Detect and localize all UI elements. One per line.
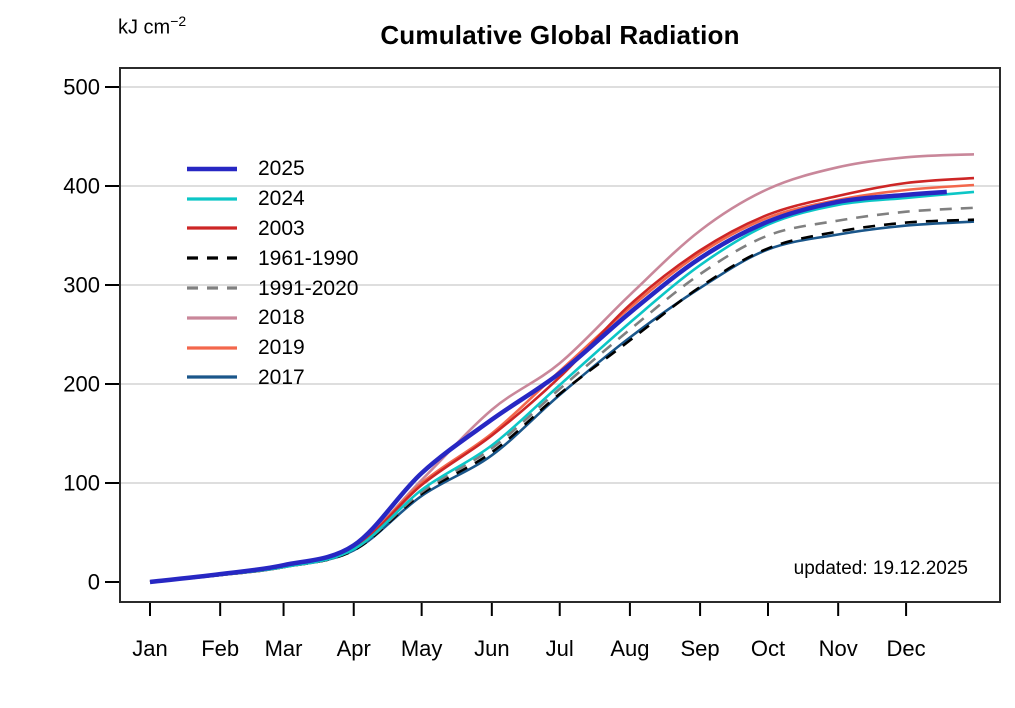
legend-item-1991-2020: 1991-2020 bbox=[186, 273, 358, 303]
legend-label: 2025 bbox=[258, 157, 305, 181]
legend: 2025 2024 2003 1961-1990 1991-2020 2018 2019 20… bbox=[186, 154, 358, 392]
y-tick-label: 500 bbox=[63, 75, 100, 100]
y-tick-label: 300 bbox=[63, 273, 100, 298]
legend-label: 2003 bbox=[258, 216, 305, 240]
legend-line-swatch bbox=[187, 375, 237, 380]
legend-item-2003: 2003 bbox=[186, 214, 358, 244]
legend-item-2017: 2017 bbox=[186, 363, 358, 393]
legend-line-swatch bbox=[187, 197, 237, 201]
series-line-1961-1990 bbox=[149, 218, 975, 584]
legend-item-2025: 2025 bbox=[186, 154, 358, 184]
series-line-2025 bbox=[149, 189, 947, 585]
series-line-1991-2020 bbox=[149, 206, 975, 584]
legend-line-swatch bbox=[187, 346, 237, 350]
x-tick-label: Dec bbox=[887, 636, 926, 661]
x-tick-label: Feb bbox=[201, 636, 239, 661]
legend-item-2018: 2018 bbox=[186, 303, 358, 333]
y-tick-label: 200 bbox=[63, 372, 100, 397]
y-tick-label: 400 bbox=[63, 174, 100, 199]
x-tick-label: Jan bbox=[132, 636, 167, 661]
legend-label: 2018 bbox=[258, 306, 305, 330]
x-tick-label: Sep bbox=[681, 636, 720, 661]
legend-item-2019: 2019 bbox=[186, 333, 358, 363]
legend-label: 2024 bbox=[258, 187, 305, 211]
y-tick-label: 0 bbox=[88, 570, 100, 595]
legend-line-swatch bbox=[187, 286, 237, 290]
y-tick-label: 100 bbox=[63, 471, 100, 496]
legend-item-1961-1990: 1961-1990 bbox=[186, 243, 358, 273]
legend-line-swatch bbox=[187, 166, 237, 172]
updated-annotation: updated: 19.12.2025 bbox=[793, 558, 968, 579]
chart-title: Cumulative Global Radiation bbox=[380, 20, 740, 50]
x-tick-label: Aug bbox=[610, 636, 649, 661]
legend-label: 2019 bbox=[258, 336, 305, 360]
x-tick-label: May bbox=[401, 636, 443, 661]
unit-exponent-text: −2 bbox=[170, 13, 187, 29]
y-axis-unit-label: kJ cm−2 bbox=[118, 13, 186, 40]
plot-frame bbox=[119, 67, 1001, 603]
legend-line-swatch bbox=[187, 316, 237, 320]
legend-item-2024: 2024 bbox=[186, 184, 358, 214]
legend-label: 1961-1990 bbox=[258, 246, 359, 270]
unit-base-text: kJ cm bbox=[118, 16, 171, 39]
legend-label: 2017 bbox=[258, 365, 305, 389]
x-tick-label: Oct bbox=[751, 636, 785, 661]
x-tick-label: Jul bbox=[546, 636, 574, 661]
x-tick-label: Nov bbox=[819, 636, 858, 661]
legend-line-swatch bbox=[187, 256, 237, 260]
x-tick-label: Mar bbox=[265, 636, 303, 661]
x-tick-label: Apr bbox=[337, 636, 371, 661]
legend-label: 1991-2020 bbox=[258, 276, 359, 300]
legend-line-swatch bbox=[187, 226, 237, 231]
x-tick-label: Jun bbox=[474, 636, 509, 661]
